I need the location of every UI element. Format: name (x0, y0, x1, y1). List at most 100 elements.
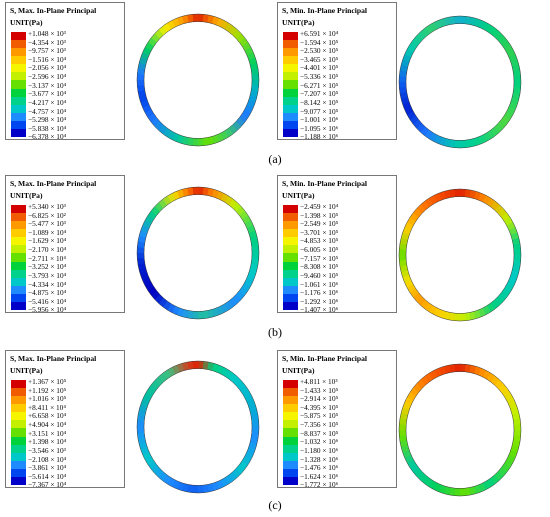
ring-segment (504, 392, 514, 402)
legend-value: +6.591 × 10⁴ (300, 29, 339, 38)
ring-segment (251, 241, 259, 249)
ring-segment (158, 297, 168, 308)
legend-value: −9.077 × 10⁵ (300, 106, 339, 116)
legend-value: −3.677 × 10⁴ (28, 89, 67, 99)
color-swatch (11, 72, 26, 81)
ring-segment (428, 132, 438, 142)
ring-segment (501, 212, 511, 223)
ring-segment (163, 369, 172, 380)
color-swatch (11, 301, 26, 311)
ring-segment (503, 284, 513, 294)
legend-value: −8.837 × 10⁵ (300, 428, 339, 438)
color-swatch (11, 221, 26, 230)
color-swatch (283, 221, 298, 230)
ring-segment (220, 20, 230, 30)
legend-value: −2.056 × 10⁴ (28, 63, 67, 73)
ring-segment (399, 434, 407, 442)
stress-ring-b-min (395, 185, 525, 325)
legend-value: −4.217 × 10⁴ (28, 97, 67, 107)
color-swatch (283, 269, 298, 279)
color-swatch (283, 380, 298, 389)
ring-segment (163, 22, 172, 33)
ring-segment (147, 112, 157, 123)
color-swatch (283, 32, 298, 41)
legend-value: −5.477 × 10³ (28, 219, 66, 229)
ring-segment (228, 25, 238, 36)
ring-segment (454, 364, 461, 372)
ring-segment (241, 456, 251, 466)
legend-value: +1.016 × 10⁵ (28, 394, 67, 404)
ring-segment (137, 257, 145, 265)
ring-segment (420, 474, 430, 485)
legend-value: −1.032 × 10⁶ (300, 437, 339, 447)
ring-segment (145, 214, 155, 224)
legend-value: −6.005 × 10⁵ (300, 245, 339, 255)
ring-segment (407, 391, 417, 401)
ring-segment (399, 439, 408, 448)
legend-value: −7.356 × 10⁵ (300, 420, 339, 430)
color-bar (11, 205, 26, 311)
legend-value: −4.395 × 10⁵ (300, 402, 339, 412)
ring-segment (407, 216, 417, 226)
legend-title: S, Min. In-Plane Principal (282, 6, 368, 15)
ring-segment (468, 311, 476, 321)
ring-segment (503, 111, 513, 121)
color-swatch (11, 261, 26, 271)
ring-segment (148, 36, 158, 47)
ring-segment (513, 76, 521, 83)
ring-segment (137, 436, 146, 445)
color-swatch (11, 245, 26, 254)
ring-segment (187, 14, 194, 23)
color-swatch (283, 96, 298, 106)
ring-segment (220, 193, 230, 203)
ring-segment (449, 364, 456, 373)
ring-edge (136, 186, 260, 320)
legend-value: −4.354 × 10³ (28, 37, 66, 47)
ring-segment (486, 302, 495, 313)
ring-segment (238, 460, 248, 471)
legend-title: S, Min. In-Plane Principal (282, 354, 368, 363)
caption-b: (b) (268, 325, 282, 339)
ring-segment (503, 459, 513, 469)
ring-segment (490, 126, 500, 137)
ring-segment (406, 110, 416, 120)
legend-value: −7.207 × 10⁵ (300, 89, 339, 99)
legend-value: −2.530 × 10⁵ (300, 46, 339, 56)
ring-segment (513, 424, 521, 431)
ring-segment (182, 14, 190, 24)
legend-value: −1.772 × 10⁶ (300, 480, 339, 490)
legend-value: +4.811 × 10³ (300, 377, 338, 386)
color-swatch (283, 420, 298, 429)
color-swatch (283, 301, 298, 311)
color-swatch (283, 205, 298, 214)
ring-segment (241, 282, 251, 292)
color-swatch (11, 452, 26, 462)
legend-value: −5.614 × 10⁴ (28, 471, 67, 481)
legend-unit: UNIT(Pa) (282, 191, 315, 200)
color-swatch (11, 404, 26, 413)
ring-segment (137, 426, 145, 433)
color-swatch (283, 396, 298, 405)
ring-segment (225, 22, 234, 33)
legend-value: +3.151 × 10⁴ (28, 428, 67, 438)
ring-segment (239, 384, 249, 395)
ring-segment (166, 477, 176, 487)
ring-segment (137, 262, 146, 271)
ring-segment (158, 198, 168, 209)
ring-segment (158, 124, 168, 135)
color-swatch (11, 460, 26, 470)
color-swatch (11, 428, 26, 438)
legend-value: −6.378 × 10⁴ (28, 132, 67, 142)
ring-segment (158, 471, 168, 482)
legend-value: −1.095 × 10⁶ (300, 123, 339, 133)
ring-segment (406, 458, 416, 468)
color-swatch (283, 412, 298, 421)
ring-segment (251, 421, 259, 428)
legend-value: −2.170 × 10⁴ (28, 245, 67, 255)
ring-segment (504, 217, 514, 227)
legend-value: −5.875 × 10⁵ (300, 411, 339, 421)
ring-segment (197, 485, 204, 493)
ring-segment (409, 462, 419, 473)
ring-segment (191, 485, 198, 493)
color-swatch (283, 468, 298, 478)
